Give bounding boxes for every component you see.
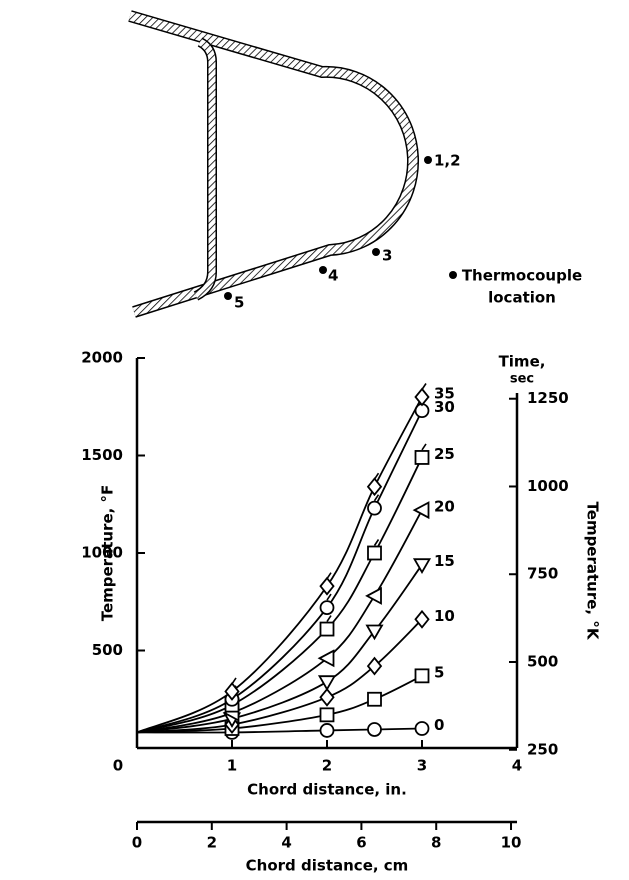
series-line — [136, 410, 423, 734]
annotation: sec — [510, 372, 534, 387]
marker — [319, 707, 335, 723]
legend-text: location — [488, 289, 556, 307]
marker — [366, 477, 383, 497]
marker — [367, 545, 382, 561]
marker — [414, 609, 430, 629]
y-axis-label: Temperature, °F — [99, 485, 117, 622]
marker-flag — [421, 383, 427, 390]
thermocouple-label: 1,2 — [434, 152, 461, 170]
thermocouple-dot — [424, 156, 432, 164]
x-tick-label: 4 — [512, 757, 522, 775]
legend-dot — [449, 271, 457, 279]
marker-flag — [373, 494, 380, 502]
y2-tick-label: 750 — [527, 565, 558, 583]
x-tick-label: 3 — [417, 757, 427, 775]
x-tick-label: 1 — [227, 757, 237, 775]
marker — [367, 722, 382, 737]
marker — [319, 723, 335, 738]
marker-flag — [326, 615, 332, 622]
marker — [365, 624, 384, 641]
y2-tick-label: 1250 — [527, 389, 569, 407]
marker — [367, 691, 382, 707]
y2-tick-label: 250 — [527, 740, 558, 758]
marker-flag — [421, 443, 427, 451]
x2-tick-label: 4 — [281, 834, 291, 852]
marker-flag — [373, 472, 380, 480]
marker — [366, 656, 383, 676]
marker — [365, 586, 382, 605]
series-line — [136, 396, 423, 734]
x2-tick-label: 6 — [356, 834, 366, 852]
y-tick-label: 1500 — [81, 446, 123, 464]
legend-text: Thermocouple — [462, 267, 582, 285]
x2-tick-label: 8 — [431, 834, 441, 852]
wing-diagram: 1,2 3 4 5 Thermocouple location — [128, 10, 582, 318]
series-line — [136, 727, 423, 734]
marker — [319, 621, 335, 637]
thermocouple-dot — [319, 266, 327, 274]
y2-tick-label: 500 — [527, 652, 558, 670]
y-tick-label: 500 — [92, 641, 123, 659]
series-line — [136, 675, 423, 734]
series-label: 25 — [434, 445, 455, 463]
series-label: 15 — [434, 552, 455, 570]
marker — [317, 675, 337, 692]
marker — [412, 558, 432, 575]
thermocouple-label: 3 — [382, 247, 392, 265]
skin-hatch — [128, 11, 418, 317]
marker-flag — [326, 572, 332, 580]
x-axis-label: Chord distance, in. — [247, 781, 407, 799]
marker — [414, 450, 430, 465]
marker-flag — [326, 593, 332, 601]
series-label: 35 — [434, 385, 455, 403]
marker — [414, 721, 430, 736]
marker — [319, 600, 335, 615]
marker — [317, 649, 335, 668]
x2-tick-label: 2 — [207, 834, 217, 852]
marker — [224, 682, 240, 701]
series-label: 30 — [434, 398, 455, 416]
thermocouple-label: 4 — [328, 267, 338, 285]
marker — [414, 668, 430, 684]
x-tick-label: 0 — [113, 757, 123, 775]
y2-axis-label: Temperature, °K — [584, 502, 602, 641]
x-tick-label: 2 — [322, 757, 332, 775]
spar-hatch — [194, 38, 216, 300]
series-label: 10 — [434, 607, 455, 625]
x2-tick-label: 0 — [132, 834, 142, 852]
marker-flag — [231, 677, 237, 685]
marker — [319, 687, 335, 707]
y2-tick-label: 1000 — [527, 477, 569, 495]
series-line — [136, 618, 423, 734]
thermocouple-label: 5 — [234, 294, 244, 312]
x2-axis-label: Chord distance, cm — [246, 857, 409, 875]
y-tick-label: 1000 — [81, 544, 123, 562]
thermocouple-dot — [372, 248, 380, 256]
thermocouple-dot — [224, 292, 232, 300]
marker-flag — [373, 539, 380, 546]
marker — [412, 501, 430, 520]
series-label: 0 — [434, 716, 444, 734]
y-tick-label: 2000 — [81, 349, 123, 367]
x2-tick-label: 10 — [501, 834, 522, 852]
marker — [414, 387, 430, 407]
series-label: 5 — [434, 663, 444, 681]
series-label: 20 — [434, 498, 455, 516]
marker — [319, 576, 335, 596]
annotation: Time, — [499, 353, 546, 371]
marker — [367, 500, 382, 516]
